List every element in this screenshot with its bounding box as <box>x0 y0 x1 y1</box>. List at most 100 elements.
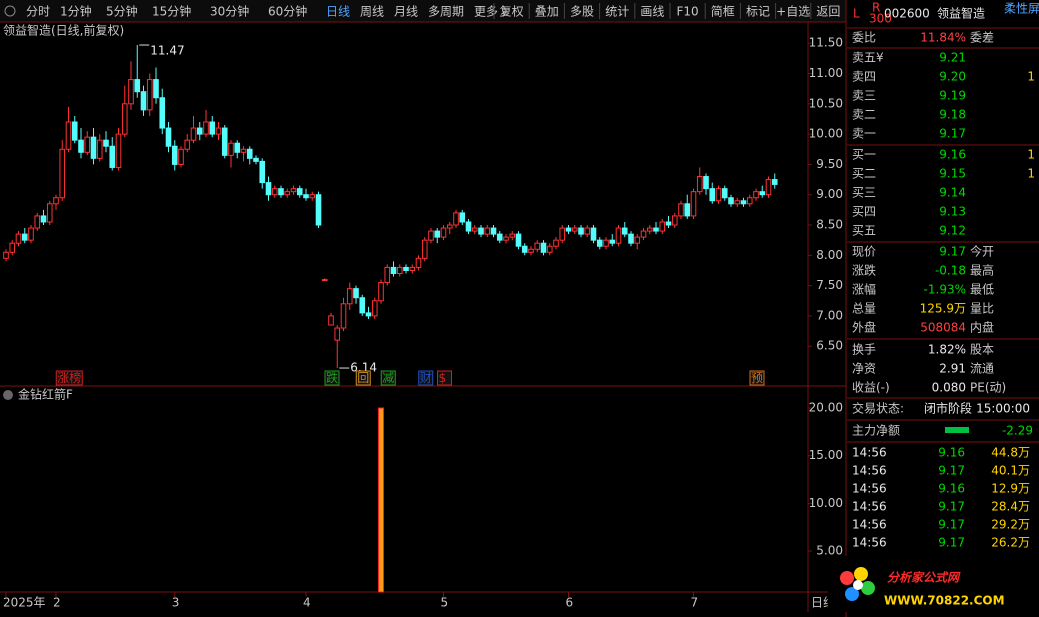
panel-text: 2.91 <box>939 362 966 376</box>
candle-body <box>184 139 191 150</box>
candle-body <box>603 239 609 247</box>
candle-body <box>271 188 278 196</box>
toolbar-button[interactable]: 简框 <box>711 5 735 19</box>
panel-text: 26.2万 <box>991 536 1030 550</box>
panel-text: 买四 <box>852 205 876 219</box>
panel-text: 9.16 <box>938 446 965 460</box>
panel-text: R <box>872 1 880 15</box>
candle-body <box>346 288 353 305</box>
panel-text: 44.8万 <box>991 446 1030 460</box>
panel-text: 外盘 <box>852 320 876 335</box>
y-tick-label: 11.50 <box>809 36 843 50</box>
candle-body <box>484 227 491 235</box>
logo-petal <box>845 587 859 601</box>
candle-body <box>715 188 722 202</box>
candle-body <box>59 148 66 199</box>
candle-body <box>65 121 72 150</box>
panel-text: 9.16 <box>939 148 966 162</box>
panel-text: 主力净额 <box>852 424 900 438</box>
toolbar-item[interactable]: 5分钟 <box>106 4 138 19</box>
toolbar-button[interactable]: F10 <box>677 5 699 19</box>
toolbar-button[interactable]: +自选 <box>776 5 810 19</box>
toolbar-button[interactable]: 标记 <box>746 5 770 19</box>
toolbar-button[interactable]: 返回 <box>816 5 840 19</box>
candle-body <box>21 233 28 241</box>
candle-body <box>90 136 97 159</box>
toolbar-item[interactable]: 日线 <box>326 5 350 19</box>
toolbar-item[interactable]: 分时 <box>26 5 50 19</box>
toolbar-item[interactable]: 15分钟 <box>152 4 191 19</box>
panel-text: 14:56 <box>852 500 887 514</box>
logo-petal <box>840 571 854 585</box>
panel-text: 14:56 <box>852 464 887 478</box>
indicator-title: 金钻红箭F <box>18 387 73 402</box>
event-badge <box>324 370 340 386</box>
event-badge <box>418 370 434 386</box>
toolbar-item[interactable]: 月线 <box>394 5 418 19</box>
toolbar-item[interactable]: 60分钟 <box>268 4 307 19</box>
candle-body <box>296 188 303 196</box>
panel-text: 买三 <box>852 186 876 200</box>
candle-body <box>178 148 184 165</box>
logo-petal <box>854 567 868 581</box>
candle-body <box>540 242 547 253</box>
y-tick-label: 7.00 <box>816 308 843 322</box>
candle-body <box>596 239 603 247</box>
candle-body <box>734 200 741 205</box>
candle-body <box>678 203 684 217</box>
toolbar-button[interactable]: 复权 <box>500 5 524 19</box>
logo-petal <box>861 581 875 595</box>
panel-text: 1 <box>1027 70 1035 84</box>
panel-text: 9.17 <box>938 518 965 532</box>
panel-text: 508084 <box>920 321 966 335</box>
candle-body <box>240 148 247 153</box>
toolbar-item[interactable]: 30分钟 <box>210 4 249 19</box>
event-badge <box>355 370 371 386</box>
toolbar-item[interactable]: 1分钟 <box>60 4 92 19</box>
y-tick-label: 9.50 <box>816 157 843 171</box>
candle-body <box>134 79 141 93</box>
toolbar-item[interactable]: 周线 <box>360 5 384 19</box>
toolbar-button[interactable]: 统计 <box>605 5 629 19</box>
toolbar-item[interactable]: 多周期 <box>428 5 464 19</box>
candle-body <box>453 212 459 226</box>
candle-body <box>109 145 116 168</box>
toolbar-button[interactable]: 多股 <box>570 5 594 19</box>
panel-text: -0.18 <box>935 264 966 278</box>
y-tick-label: 10.00 <box>809 127 843 141</box>
panel-text: 15:00:00 <box>976 402 1030 416</box>
candle-body <box>340 303 347 329</box>
y-tick-label: 7.50 <box>816 278 843 292</box>
x-tick-label: 5 <box>441 596 449 610</box>
toolbar-button[interactable]: 画线 <box>640 5 664 19</box>
candle-body <box>28 227 34 241</box>
toolbar-button[interactable]: 叠加 <box>535 5 559 19</box>
candle-body <box>496 233 503 241</box>
candle-body <box>534 242 541 250</box>
logo-center <box>853 580 863 590</box>
panel-text: -1.93% <box>924 283 966 297</box>
candle-body <box>659 221 666 232</box>
panel-text: 买五 <box>852 224 876 238</box>
panel-text: 现价 <box>852 245 876 259</box>
panel-text: 流通 <box>970 362 994 376</box>
candle-body <box>609 239 616 244</box>
menu-icon[interactable] <box>4 5 16 17</box>
event-label: 回 <box>357 371 369 385</box>
candle-body <box>115 133 122 168</box>
panel-text: 柔性屏 <box>1004 2 1039 16</box>
indicator-icon[interactable] <box>3 390 13 400</box>
panel-text: 9.19 <box>939 89 966 103</box>
annotation-label: 11.47 <box>150 44 184 58</box>
candle-body <box>559 227 566 241</box>
event-badge <box>55 370 83 386</box>
candle-body <box>165 127 172 147</box>
candle-body <box>228 142 234 156</box>
panel-text: 9.13 <box>939 205 966 219</box>
y-tick-label: 8.00 <box>816 248 843 262</box>
candle-body <box>103 139 109 147</box>
candle-body <box>53 197 59 205</box>
panel-text: 14:56 <box>852 482 887 496</box>
candle-body <box>146 79 153 111</box>
